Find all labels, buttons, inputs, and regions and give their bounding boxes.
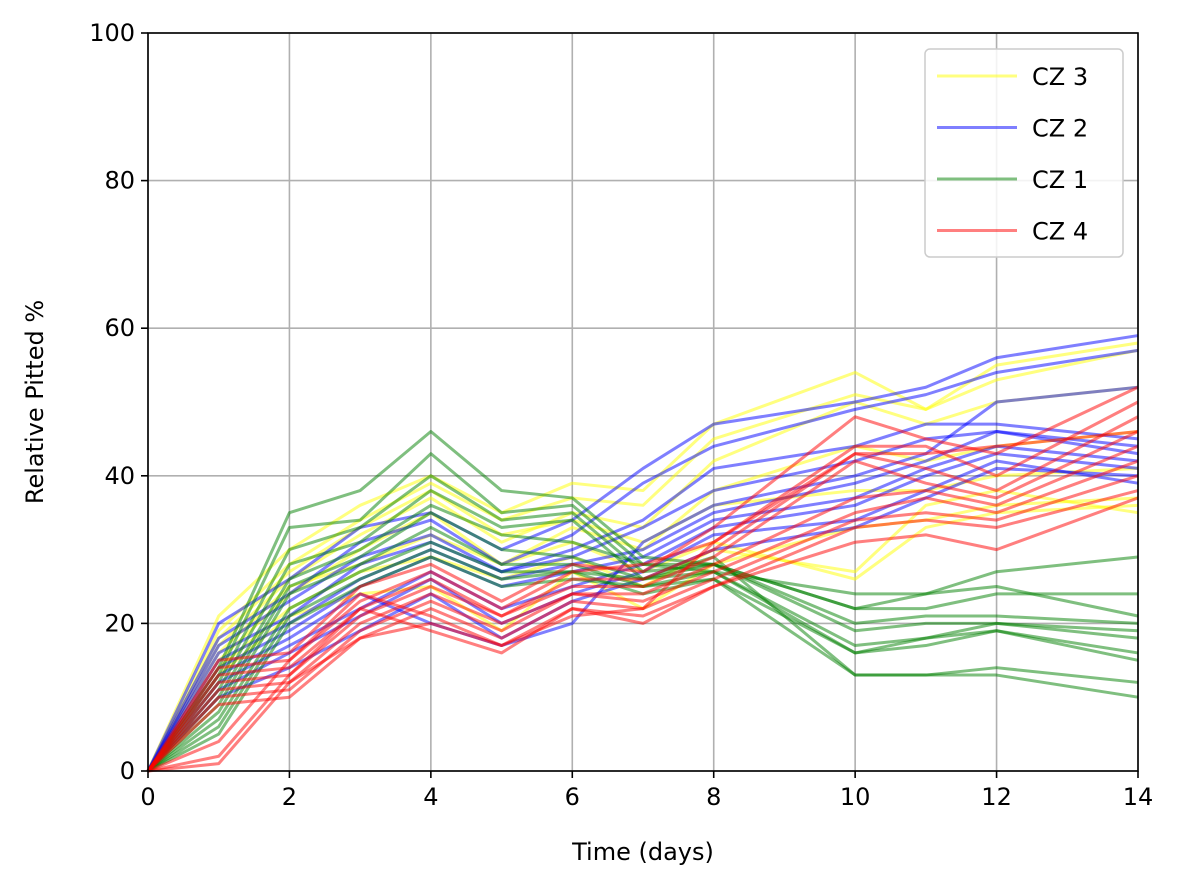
series-line (146, 474, 1139, 772)
series-line (146, 474, 1139, 773)
x-tick-label: 2 (282, 783, 297, 811)
series-line (146, 459, 1139, 773)
x-tick-label: 10 (840, 783, 871, 811)
x-tick-label: 0 (140, 783, 155, 811)
series-line (146, 489, 1139, 772)
series-line (146, 430, 1138, 772)
y-tick-label: 40 (104, 462, 135, 490)
legend-label: CZ 2 (1032, 115, 1088, 143)
x-tick-label: 4 (423, 783, 438, 811)
y-tick-label: 20 (104, 609, 135, 637)
plot-frame (147, 32, 1139, 772)
y-tick-label: 100 (89, 19, 135, 47)
series-line (146, 385, 1139, 772)
series-group-cz-4 (146, 385, 1139, 773)
y-tick-label: 60 (104, 314, 135, 342)
y-axis-label: Relative Pitted % (21, 300, 49, 504)
legend-label: CZ 4 (1032, 218, 1088, 246)
x-tick-label: 12 (981, 783, 1012, 811)
series-layer (146, 334, 1139, 773)
series-line (147, 496, 1139, 773)
legend-label: CZ 1 (1032, 166, 1088, 194)
series-line (146, 503, 1139, 773)
series-line (146, 422, 1139, 772)
x-tick-label: 14 (1123, 783, 1154, 811)
x-axis-label: Time (days) (571, 838, 714, 866)
series-line (146, 415, 1139, 772)
legend-box (924, 48, 1124, 258)
x-tick-label: 6 (565, 783, 580, 811)
axis-ticks: 0 2 4 6 8 10 12 14 0 20 40 60 80 100 (89, 19, 1153, 811)
legend-label: CZ 3 (1032, 63, 1088, 91)
y-tick-label: 80 (104, 167, 135, 195)
legend: CZ 3 CZ 2 CZ 1 CZ 4 (924, 48, 1124, 258)
series-line (147, 430, 1139, 773)
x-tick-label: 8 (706, 783, 721, 811)
y-tick-label: 0 (120, 757, 135, 785)
